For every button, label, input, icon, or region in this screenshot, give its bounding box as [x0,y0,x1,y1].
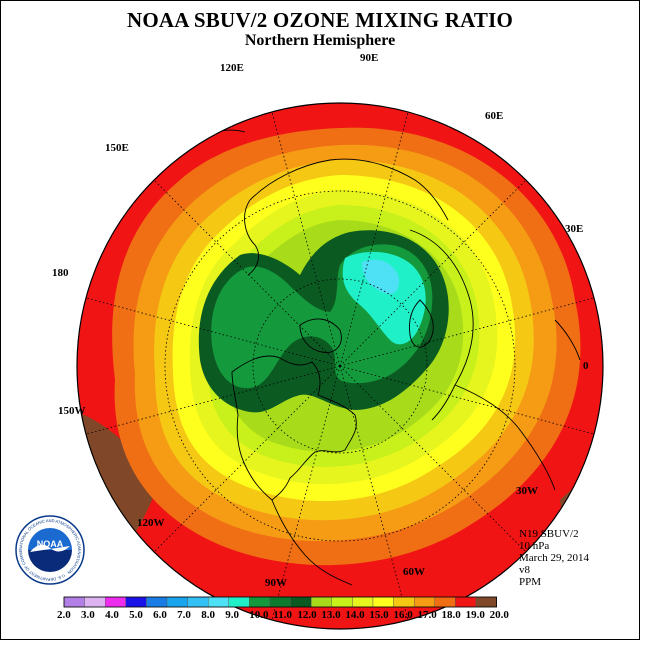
colorbar-label: 7.0 [177,609,191,621]
eurasia-coast-west [409,229,474,421]
colorbar [63,596,498,608]
bering-coast [244,199,259,276]
lon-label-90w: 90W [265,577,287,589]
info-satellite: N19 SBUV/2 [519,528,579,540]
coastlines [199,129,581,586]
colorbar-swatch [84,596,106,608]
colorbar-label: 5.0 [129,609,143,621]
colorbar-swatch [372,596,394,608]
info-block: N19 SBUV/2 10 hPa March 29, 2014 v8 PPM [519,528,589,588]
info-level: 10 hPa [519,540,550,552]
colorbar-label: 8.0 [201,609,215,621]
africa-west-outline [554,319,581,361]
lon-label-120w: 120W [137,517,165,529]
colorbar-swatch [331,596,353,608]
figure-frame [0,0,640,640]
colorbar-label: 13.0 [321,609,341,621]
north-america-outline [231,355,357,501]
colorbar-swatch [393,596,415,608]
field-high-sw [77,410,160,540]
graticule [164,190,516,542]
lon-label-180: 180 [52,267,69,279]
colorbar-swatch [352,596,374,608]
colorbar-label: 16.0 [393,609,413,621]
colorbar-border [63,596,498,608]
lon-label-150w: 150W [58,405,86,417]
central-america-outline [271,499,353,586]
colorbar-swatch [207,596,229,608]
field-low-9 [362,259,400,295]
colorbar-label: 15.0 [369,609,389,621]
colorbar-swatch [104,596,126,608]
lon-label-30w: 30W [516,485,538,497]
colorbar-swatch [455,596,477,608]
colorbar-swatch [166,596,188,608]
colorbar-label: 9.0 [225,609,239,621]
colorbar-label: 10.0 [249,609,269,621]
colorbar-swatch [269,596,291,608]
colorbar-swatch [146,596,168,608]
hemisphere-outline [76,102,604,630]
colorbar-swatch [187,596,209,608]
lon-label-120e: 120E [220,62,244,74]
chart-title: NOAA SBUV/2 OZONE MIXING RATIO [127,8,513,32]
lon-label-90e: 90E [360,52,379,64]
colorbar-swatch [290,596,312,608]
colorbar-label: 18.0 [441,609,461,621]
colorbar-label: 2.0 [57,609,71,621]
colorbar-label: 12.0 [297,609,317,621]
lon-label-60w: 60W [403,566,425,578]
latitude-30-circle [164,190,516,542]
colorbar-swatch [414,596,436,608]
lon-label-30e: 30E [565,223,584,235]
colorbar-label: 14.0 [345,609,365,621]
info-version: v8 [519,564,530,576]
colorbar-label: 6.0 [153,609,167,621]
colorbar-label: 20.0 [489,609,509,621]
latitude-60-circle [252,278,428,454]
colorbar-label: 19.0 [465,609,485,621]
lon-label-150e: 150E [105,142,129,154]
lon-label-0: 0 [583,360,589,372]
colorbar-swatch [228,596,250,608]
scandinavia-outline [409,299,434,348]
colorbar-label: 11.0 [273,609,292,621]
greenland-outline [299,318,342,353]
colorbar-swatch [249,596,271,608]
colorbar-swatch [475,596,497,608]
lon-label-60e: 60E [485,110,504,122]
field-low-10 [342,251,426,345]
colorbar-swatch [63,596,85,608]
chart-subtitle: Northern Hemisphere [244,32,396,49]
info-date: March 29, 2014 [519,552,589,564]
siberia-coast [249,158,449,221]
europe-africa-outline [454,384,556,491]
colorbar-label: 17.0 [417,609,437,621]
ozone-field [77,103,603,629]
colorbar-label: 4.0 [105,609,119,621]
colorbar-label: 3.0 [81,609,95,621]
info-units: PPM [519,576,542,588]
colorbar-swatch [434,596,456,608]
colorbar-swatch [125,596,147,608]
colorbar-swatch [311,596,333,608]
